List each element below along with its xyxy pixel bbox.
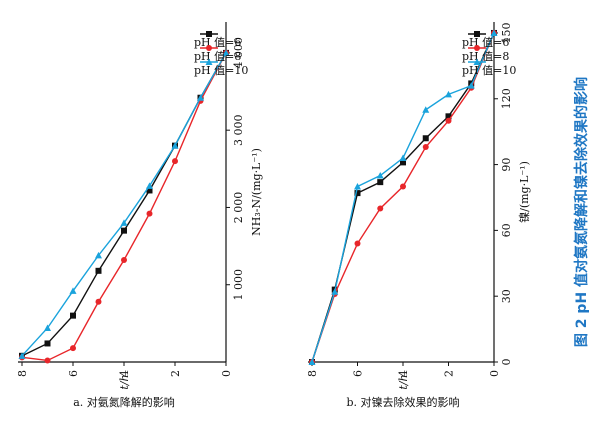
panel-caption: a. 对氨氮降解的影响 (73, 395, 175, 409)
series-line-ph8 (21, 52, 227, 362)
panel-b-chart: 0 2 4 6 8 0 30 60 90 120 150 t/h 镍/(mg·L⁻¹) b. 对镍去除效果… (306, 22, 531, 409)
data-point (422, 144, 429, 151)
data-point (354, 240, 361, 247)
data-point (197, 94, 204, 101)
data-point (308, 358, 316, 365)
data-point (95, 267, 102, 274)
time-axis-label: t/h (118, 374, 131, 389)
data-point (146, 210, 153, 217)
panel-a-chart: 0 2 4 6 8 1 000 2 000 3 000 4 000 t/h NH₃-N/(mg·L⁻… (16, 22, 263, 409)
value-tick-label: 0 (500, 359, 513, 366)
data-point (18, 352, 26, 359)
data-point (422, 106, 430, 113)
time-tick-label: 6 (352, 370, 365, 377)
series-line-ph10 (311, 32, 495, 363)
data-point (69, 287, 77, 294)
value-tick-label: 30 (500, 289, 513, 303)
time-tick-label: 4 (118, 370, 131, 377)
data-point (354, 183, 361, 190)
legend-label: pH 值=8 (462, 50, 509, 63)
data-point (445, 117, 452, 124)
data-point (70, 345, 76, 352)
data-point (399, 154, 407, 161)
time-tick-label: 8 (306, 370, 319, 377)
legend-label: pH 值=10 (194, 64, 248, 77)
data-point (95, 298, 102, 305)
data-point (400, 183, 406, 190)
value-tick-label: 120 (500, 88, 513, 109)
legend-marker (205, 58, 213, 65)
data-point (44, 340, 51, 347)
series-line-ph8 (311, 32, 495, 363)
legend-label: pH 值=6 (194, 36, 241, 49)
legend-marker (473, 58, 481, 65)
data-point (331, 288, 339, 295)
value-tick-label: 2 000 (232, 192, 245, 224)
value-tick-label: 4 000 (232, 37, 245, 69)
series-line-ph6 (311, 32, 495, 363)
time-tick-label: 0 (220, 370, 233, 377)
time-tick-label: 4 (397, 370, 410, 377)
legend-marker (206, 45, 212, 51)
rotated-figure: 0 2 4 6 8 1 000 2 000 3 000 4 000 t/h NH₃-N/(mg·L⁻… (16, 22, 590, 409)
time-tick-label: 0 (488, 370, 501, 377)
series-line-ph6 (21, 52, 227, 357)
figure-caption: 图 2 pH 值对氨氮降解和镍去除效果的影响 (573, 77, 590, 347)
time-tick-label: 2 (443, 370, 456, 377)
data-point (70, 312, 76, 319)
data-point (377, 205, 384, 212)
time-tick-label: 8 (16, 370, 29, 377)
value-axis-label: NH₃-N/(mg·L⁻¹) (250, 148, 263, 236)
legend-label: pH 值=10 (462, 64, 516, 77)
panel-caption: b. 对镍去除效果的影响 (346, 395, 459, 409)
value-tick-label: 3 000 (232, 114, 245, 146)
data-point (467, 82, 475, 89)
value-tick-label: 60 (500, 223, 513, 237)
legend-label: pH 值=6 (462, 36, 509, 49)
legend-marker (474, 45, 480, 51)
time-tick-label: 6 (67, 370, 80, 377)
data-point (95, 251, 102, 259)
value-tick-label: 1 000 (232, 269, 245, 301)
value-axis-label: 镍/(mg·L⁻¹) (517, 161, 531, 223)
data-point (377, 179, 384, 186)
time-axis-label: t/h (397, 374, 410, 389)
data-point (121, 257, 127, 263)
data-point (422, 135, 429, 142)
data-point (445, 90, 452, 98)
legend-marker (206, 31, 212, 37)
data-point (376, 172, 384, 179)
data-point (44, 357, 51, 364)
data-point (490, 29, 498, 36)
value-tick-label: 150 (500, 22, 513, 43)
value-tick-label: 90 (500, 158, 513, 172)
data-point (171, 142, 179, 149)
data-point (44, 324, 51, 331)
legend-label: pH 值=8 (194, 50, 241, 63)
legend-marker (474, 31, 480, 37)
data-point (146, 182, 153, 189)
data-point (120, 219, 128, 226)
data-point (121, 227, 127, 234)
series-line-ph10 (21, 52, 227, 357)
time-tick-label: 2 (169, 370, 182, 377)
data-point (222, 49, 230, 56)
data-point (172, 158, 178, 165)
